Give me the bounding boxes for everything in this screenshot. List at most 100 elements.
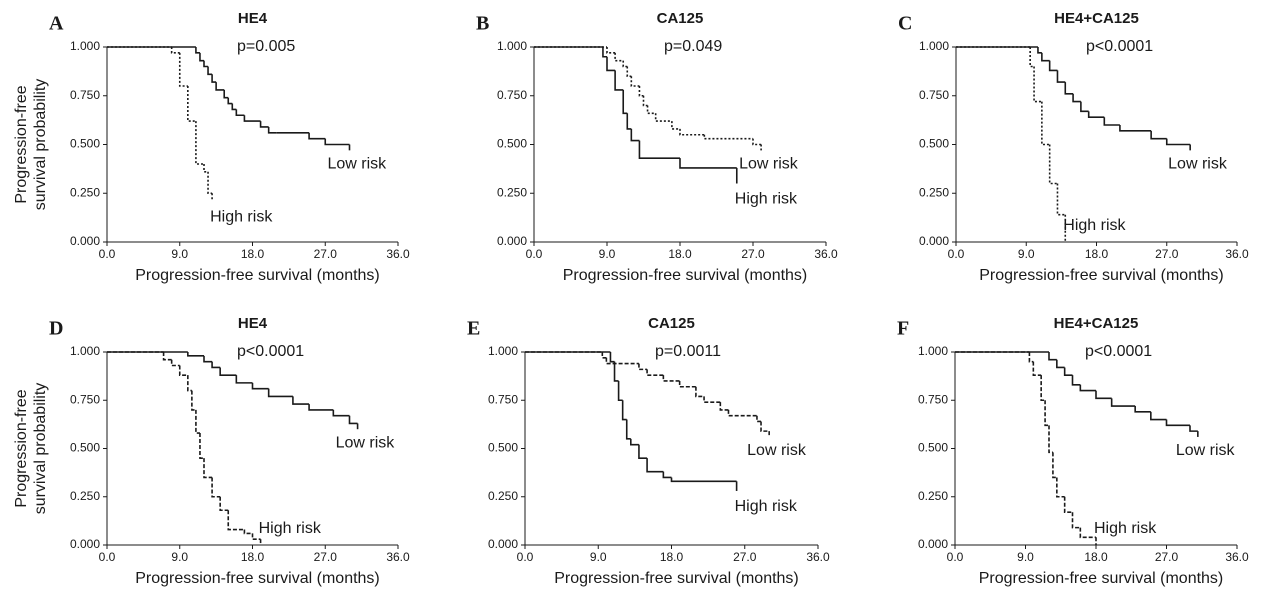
survival-step <box>1032 361 1042 376</box>
y-tick-label: 0.000 <box>70 537 100 551</box>
p-value: p<0.0001 <box>1086 38 1153 55</box>
x-tick-label: 9.0 <box>171 550 188 564</box>
y-tick-label: 1.000 <box>70 39 100 53</box>
survival-step <box>1056 183 1066 216</box>
x-tick-label: 0.0 <box>948 247 965 261</box>
survival-step <box>1041 52 1050 62</box>
survival-step <box>1150 411 1167 421</box>
y-tick-label: 0.250 <box>919 185 949 199</box>
y-tick-label: 0.000 <box>918 537 948 551</box>
survival-step <box>760 421 770 432</box>
panel: E CA125 p=0.0011 Progression-free survival … <box>467 315 830 587</box>
survival-step <box>638 140 680 159</box>
survival-step <box>703 396 721 403</box>
survival-step <box>211 74 217 83</box>
survival-step <box>235 375 253 384</box>
survival-step <box>1037 47 1042 54</box>
survival-step <box>1110 398 1136 407</box>
survival-step <box>695 386 705 398</box>
x-axis-label: Progression-free survival (months) <box>135 267 380 284</box>
y-axis-label: survival probability <box>32 383 49 515</box>
series-label: Low risk <box>1168 156 1228 173</box>
x-tick-label: 9.0 <box>590 550 607 564</box>
series-label: Low risk <box>747 442 807 459</box>
y-tick-label: 0.500 <box>488 441 518 455</box>
survival-step <box>162 352 172 361</box>
panel-letter: B <box>476 13 489 35</box>
survival-step <box>703 134 753 140</box>
survival-step <box>1048 60 1058 72</box>
y-tick-label: 0.750 <box>70 392 100 406</box>
survival-step <box>207 66 213 76</box>
survival-step <box>1048 352 1057 361</box>
survival-step <box>1095 390 1112 400</box>
survival-step <box>195 409 200 434</box>
survival-step <box>1041 101 1050 146</box>
survival-step <box>646 458 664 473</box>
survival-step <box>1040 375 1046 402</box>
survival-step <box>1165 419 1190 427</box>
survival-step <box>621 400 627 421</box>
survival-step <box>630 128 640 142</box>
survival-step <box>617 380 623 402</box>
x-tick-label: 27.0 <box>314 247 338 261</box>
survival-step <box>308 404 334 411</box>
survival-step <box>1044 400 1049 427</box>
series-label: High risk <box>735 498 798 515</box>
x-tick-label: 9.0 <box>1017 550 1034 564</box>
y-tick-label: 1.000 <box>70 344 100 358</box>
y-tick-label: 1.000 <box>497 39 527 53</box>
p-value: p=0.005 <box>237 38 295 55</box>
y-tick-label: 0.500 <box>919 137 949 151</box>
survival-step <box>1056 70 1066 83</box>
survival-step <box>727 409 757 417</box>
survival-step <box>614 70 624 91</box>
x-tick-label: 27.0 <box>1155 550 1179 564</box>
survival-step <box>752 138 762 146</box>
x-tick-label: 36.0 <box>806 550 830 564</box>
y-tick-label: 1.000 <box>488 344 518 358</box>
survival-step <box>207 171 213 195</box>
y-tick-label: 1.000 <box>919 39 949 53</box>
series-label: High risk <box>1094 520 1157 537</box>
series-label: Low risk <box>328 156 388 173</box>
survival-step <box>602 47 607 58</box>
y-tick-label: 0.250 <box>70 489 100 503</box>
survival-step <box>1063 496 1073 513</box>
survival-step <box>1119 125 1152 132</box>
x-tick-label: 9.0 <box>1018 247 1035 261</box>
y-tick-label: 0.750 <box>919 88 949 102</box>
survival-step <box>654 113 672 122</box>
survival-step <box>1071 512 1081 529</box>
survival-step <box>662 375 680 382</box>
y-tick-label: 0.500 <box>70 441 100 455</box>
survival-step <box>211 477 221 498</box>
survival-step <box>199 433 204 459</box>
x-axis-label: Progression-free survival (months) <box>135 570 380 587</box>
survival-step <box>203 164 209 173</box>
survival-step <box>678 380 696 388</box>
survival-step <box>671 121 680 130</box>
series-label: Low risk <box>336 434 396 451</box>
survival-step <box>223 89 229 99</box>
survival-step <box>203 458 213 479</box>
survival-step <box>679 128 705 136</box>
panel-title: CA125 <box>648 315 695 332</box>
survival-step <box>1134 406 1151 413</box>
survival-step <box>191 390 196 411</box>
survival-step <box>211 361 221 369</box>
x-tick-label: 27.0 <box>1155 247 1179 261</box>
x-tick-label: 9.0 <box>171 247 188 261</box>
series-label: Low risk <box>1176 442 1236 459</box>
survival-step <box>219 367 237 376</box>
y-tick-label: 0.250 <box>70 185 100 199</box>
panel-letter: D <box>49 318 63 340</box>
survival-step <box>1028 352 1034 363</box>
survival-step <box>187 375 192 392</box>
survival-step <box>646 105 656 115</box>
survival-step <box>187 86 196 122</box>
survival-step <box>630 438 639 446</box>
p-value: p=0.049 <box>664 38 722 55</box>
survival-step <box>1150 130 1167 140</box>
survival-step <box>1052 452 1057 479</box>
